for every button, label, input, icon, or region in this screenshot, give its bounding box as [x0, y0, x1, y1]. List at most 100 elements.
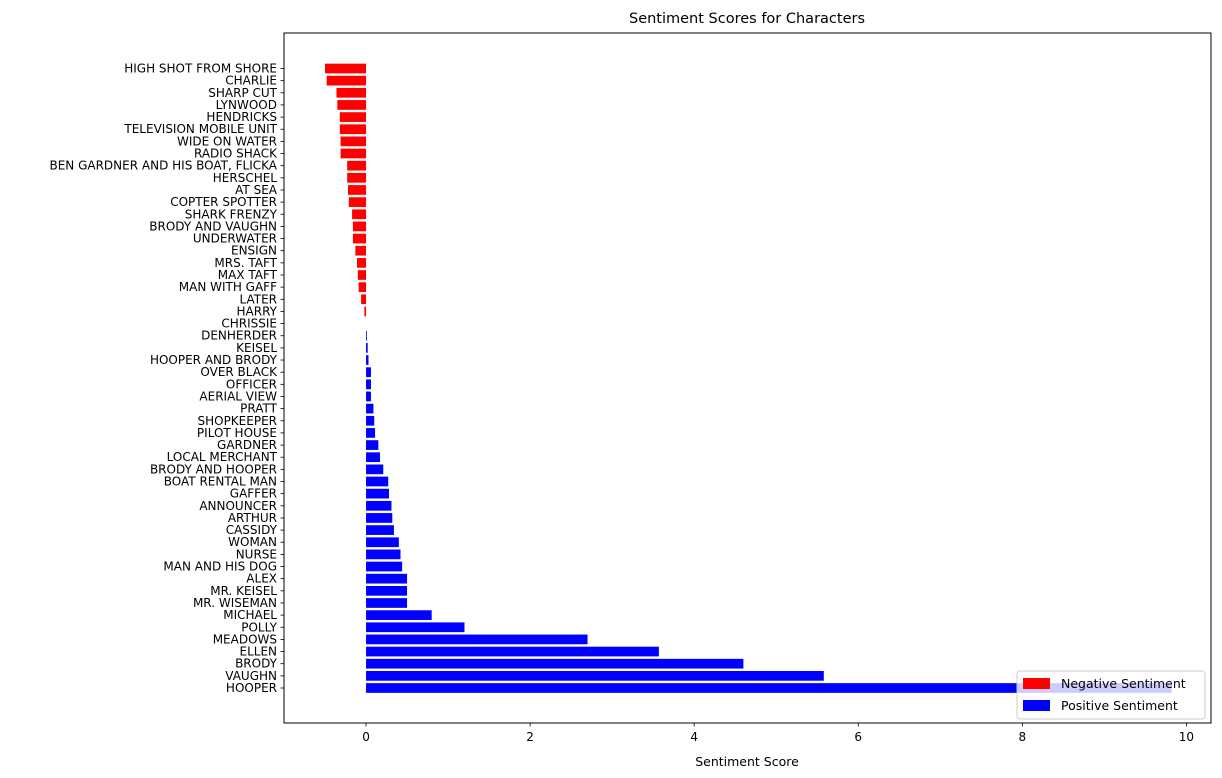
y-tick-label: OFFICER [226, 377, 277, 391]
bar-37 [366, 513, 393, 523]
y-tick-label: MAN WITH GAFF [179, 280, 277, 294]
y-tick-label: CHARLIE [225, 74, 277, 88]
bar-30 [366, 428, 376, 438]
y-tick-label: TELEVISION MOBILE UNIT [123, 122, 277, 136]
y-tick-label: HERSCHEL [213, 171, 278, 185]
y-tick-label: SHOPKEEPER [197, 414, 277, 428]
y-tick-label: BRODY AND VAUGHN [149, 219, 277, 233]
bar-36 [366, 500, 392, 511]
bar-5 [339, 124, 367, 135]
y-tick-label: WOMAN [228, 535, 277, 549]
legend-swatch-positive [1023, 700, 1050, 711]
bar-45 [366, 610, 432, 620]
x-tick-label: 0 [362, 730, 370, 744]
y-tick-label: ELLEN [239, 645, 277, 659]
y-tick-label: BEN GARDNER AND HIS BOAT, FLICKA [49, 159, 277, 173]
y-tick-label: MR. KEISEL [210, 584, 277, 598]
x-axis-label: Sentiment Score [695, 754, 799, 769]
bar-17 [357, 270, 367, 280]
bar-27 [366, 391, 371, 402]
bar-44 [366, 598, 408, 608]
y-tick-label: NURSE [236, 547, 277, 561]
bar-50 [366, 670, 824, 681]
y-tick-label: POLLY [241, 620, 277, 634]
plot-frame [283, 32, 1212, 724]
y-tick-label: LYNWOOD [216, 98, 277, 112]
bar-4 [339, 112, 367, 122]
y-tick-label: HIGH SHOT FROM SHORE [124, 62, 277, 76]
bar-28 [366, 403, 374, 414]
bar-16 [357, 257, 367, 268]
bar-48 [366, 646, 659, 657]
y-tick-label: HENDRICKS [206, 110, 277, 124]
legend-box [1016, 670, 1206, 720]
y-tick-label: BRODY [235, 657, 278, 671]
bar-6 [340, 136, 367, 147]
y-tick-label: MRS. TAFT [214, 256, 277, 270]
bar-43 [366, 585, 408, 596]
bar-20 [364, 306, 367, 317]
y-tick-label: ENSIGN [231, 244, 277, 258]
y-tick-label: SHARP CUT [208, 86, 277, 100]
bar-3 [337, 100, 367, 110]
y-tick-label: COPTER SPOTTER [170, 195, 277, 209]
y-tick-label: GAFFER [230, 487, 277, 501]
y-tick-label: SHARK FRENZY [185, 207, 278, 221]
bars-layer [325, 63, 1172, 693]
y-tick-label: PILOT HOUSE [197, 426, 277, 440]
y-tick-label: MAX TAFT [218, 268, 278, 282]
y-tick-label: GARDNER [217, 438, 277, 452]
chart-title: Sentiment Scores for Characters [629, 11, 865, 27]
bar-35 [366, 488, 390, 499]
y-tick-label: CHRISSIE [221, 317, 277, 331]
bar-18 [358, 282, 367, 293]
y-tick-label: BOAT RENTAL MAN [164, 475, 277, 489]
bar-0 [325, 63, 367, 74]
x-tick-label: 4 [690, 730, 698, 744]
legend: Negative Sentiment Positive Sentiment [1016, 670, 1206, 720]
y-tick-label: UNDERWATER [193, 232, 277, 246]
y-tick-label: AERIAL VIEW [199, 389, 277, 403]
bar-39 [366, 537, 399, 548]
y-tick-label: ANNOUNCER [199, 499, 277, 513]
bar-34 [366, 476, 389, 487]
y-tick-label: MICHAEL [223, 608, 277, 622]
bar-47 [366, 634, 588, 645]
bar-24 [366, 355, 369, 365]
legend-swatch-negative [1023, 678, 1050, 689]
y-tick-label: DENHERDER [201, 329, 277, 343]
y-tick-label: BRODY AND HOOPER [150, 462, 277, 476]
y-tick-label: WIDE ON WATER [177, 134, 277, 148]
y-tick-label: ARTHUR [228, 511, 277, 525]
bar-19 [361, 294, 367, 305]
bar-23 [366, 343, 368, 353]
y-tick-label: CASSIDY [226, 523, 278, 537]
bar-11 [348, 197, 367, 207]
x-tick-label: 2 [526, 730, 534, 744]
bar-1 [326, 75, 367, 86]
y-tick-label: LATER [240, 292, 278, 306]
x-tick-label: 6 [854, 730, 862, 744]
bar-9 [347, 172, 367, 183]
bar-40 [366, 549, 401, 560]
y-tick-label: MAN AND HIS DOG [163, 560, 277, 574]
bar-7 [340, 148, 367, 159]
y-tick-label: ALEX [246, 572, 277, 586]
bar-15 [355, 245, 367, 256]
bar-2 [336, 87, 367, 98]
bar-8 [347, 160, 367, 171]
bar-22 [366, 330, 367, 341]
bar-26 [366, 379, 371, 390]
x-tick-label: 8 [1018, 730, 1026, 744]
bar-32 [366, 452, 380, 463]
y-tick-label: PRATT [240, 402, 277, 416]
legend-label-negative: Negative Sentiment [1061, 676, 1186, 691]
y-tick-label: OVER BLACK [200, 365, 278, 379]
y-tick-label: VAUGHN [225, 669, 277, 683]
bar-29 [366, 415, 375, 426]
bar-42 [366, 573, 408, 584]
bar-51 [366, 683, 1172, 693]
